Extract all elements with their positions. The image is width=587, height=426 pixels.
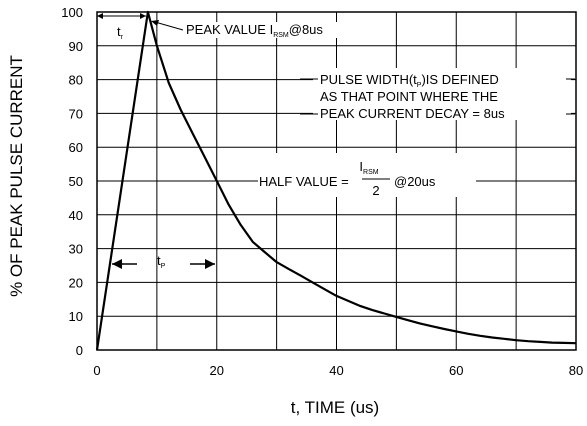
- peak-value-annotation: PEAK VALUE IRSM@8us: [151, 20, 373, 39]
- y-tick-label: 20: [69, 275, 83, 290]
- y-tick-label: 50: [69, 174, 83, 189]
- half-value-label: HALF VALUE =: [259, 174, 349, 189]
- half-value-numerator: IRSM: [359, 159, 378, 176]
- y-tick-label: 80: [69, 73, 83, 88]
- plot-frame: [96, 11, 577, 351]
- half-value-suffix: @20us: [394, 174, 436, 189]
- y-tick-label: 100: [61, 5, 83, 20]
- x-tick-label: 80: [569, 363, 583, 378]
- x-tick-labels: 0 20 40 60 80: [93, 363, 583, 378]
- y-axis-title: % OF PEAK PULSE CURRENT: [7, 55, 26, 297]
- y-tick-label: 60: [69, 140, 83, 155]
- x-tick-label: 40: [329, 363, 343, 378]
- x-tick-label: 60: [449, 363, 463, 378]
- pulse-width-definition: PULSE WIDTH(tP)IS DEFINED AS THAT POINT …: [300, 68, 575, 121]
- rise-time-annotation: tr: [97, 13, 146, 41]
- y-tick-labels: 0 10 20 30 40 50 60 70 80 90 100: [61, 5, 83, 358]
- y-tick-label: 10: [69, 309, 83, 324]
- pw-line-1: PULSE WIDTH(tP)IS DEFINED: [320, 72, 499, 89]
- pulse-curve: [95, 10, 577, 351]
- tp-label: tP: [157, 253, 166, 270]
- half-value-denominator: 2: [372, 183, 379, 198]
- x-tick-label: 20: [210, 363, 224, 378]
- y-tick-label: 0: [76, 343, 83, 358]
- pw-line-2: AS THAT POINT WHERE THE: [320, 89, 498, 104]
- y-tick-label: 30: [69, 242, 83, 257]
- peak-label: PEAK VALUE IRSM@8us: [186, 22, 323, 39]
- y-tick-label: 40: [69, 208, 83, 223]
- x-axis-title: t, TIME (us): [291, 398, 379, 417]
- pw-line-3: PEAK CURRENT DECAY = 8us: [320, 106, 505, 121]
- half-value-annotation: HALF VALUE = IRSM 2 @20us: [242, 153, 486, 198]
- y-tick-label: 70: [69, 106, 83, 121]
- x-tick-label: 0: [93, 363, 100, 378]
- tr-label: tr: [117, 24, 124, 41]
- y-tick-label: 90: [69, 39, 83, 54]
- pulse-width-arrows: tP: [112, 253, 215, 270]
